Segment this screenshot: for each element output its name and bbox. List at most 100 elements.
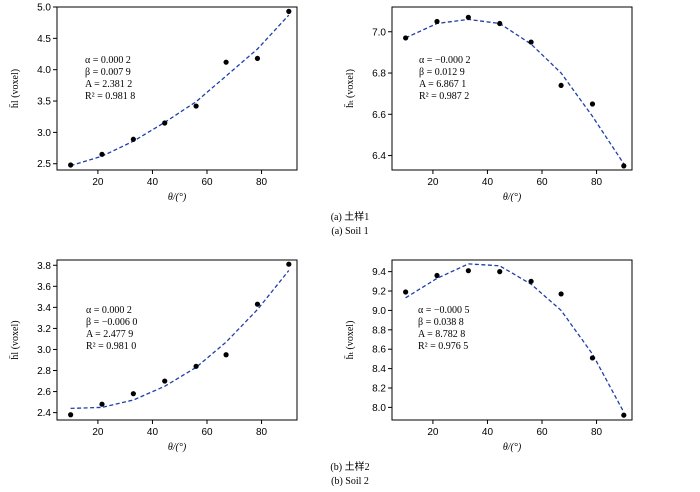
chart-2-annotation: α = −0.000 2 [419,55,471,66]
chart-1-x-tick-label: 80 [256,177,268,188]
chart-4: 20 40 60 80 8.0 8.2 8.4 8.6 8.8 9.0 9.2 9.4 θ/(°) h̄ₜ… [344,259,633,453]
chart-2-y-tick-label: 6.6 [372,110,386,121]
chart-4-x-tick-label: 40 [482,427,494,438]
chart-1-data-point [286,8,292,14]
chart-1-plot-frame [56,6,298,171]
chart-2-y-tick-label: 6.8 [372,69,386,80]
chart-1-data-point [68,162,74,168]
chart-4-y-tick-label: 9.2 [372,287,386,298]
chart-1-annotation: β = 0.007 9 [85,67,131,78]
chart-4-y-tick-label: 8.0 [372,403,386,414]
chart-2-y-axis-label: h̄ₜ (voxel) [344,69,356,108]
chart-3-y-axis-label: h̄l (voxel) [9,320,21,359]
chart-3-y-tick-label: 3.4 [37,303,51,314]
chart-1-annotation: α = 0.000 2 [85,55,131,66]
chart-4-plot-frame [391,259,633,421]
chart-4-y-tick-label: 8.2 [372,384,386,395]
chart-2-x-tick-label: 20 [427,177,439,188]
chart-1: 20 40 60 80 2.5 3.0 3.5 4.0 4.5 5.0 θ/(°) h̄l (voxe… [9,3,298,203]
chart-3-y-tick-label: 2.8 [37,366,51,377]
chart-4-data-point [528,278,534,284]
chart-4-y-tick-label: 8.8 [372,325,386,336]
chart-1-data-point [130,136,136,142]
chart-2-annotation: A = 6.867 1 [419,79,466,90]
chart-1-y-tick-label: 3.5 [37,97,51,108]
chart-4-x-tick-label: 20 [427,427,439,438]
chart-3-annotation: A = 2.477 9 [86,329,133,340]
chart-4-data-point [497,269,503,275]
chart-2-plot-frame [391,6,633,171]
chart-1-annotation: A = 2.381 2 [85,79,132,90]
chart-3-y-tick-label: 3.6 [37,282,51,293]
chart-1-annotation: R² = 0.981 8 [85,91,135,102]
chart-2-y-tick-label: 7.0 [372,27,386,38]
chart-3-y-tick-label: 3.0 [37,345,51,356]
chart-4-data-point [589,355,596,361]
chart-3-plot-frame [56,259,298,421]
chart-4-y-tick-label: 9.0 [372,306,386,317]
chart-2-data-point [558,82,564,89]
chart-2: 20 40 60 80 6.4 6.6 6.8 7.0 θ/(°) h̄ₜ (voxel) α = … [344,6,633,203]
chart-1-data-point [254,55,261,62]
chart-3-data-point [254,301,261,307]
chart-4-y-axis-label: h̄ₜ (voxel) [344,321,356,360]
chart-1-data-point [223,59,229,65]
chart-3-data-point [130,391,136,397]
chart-1-data-point [193,103,199,109]
chart-4-data-point [434,272,440,279]
chart-2-y-tick-label: 6.4 [372,151,386,162]
chart-3: 20 40 60 80 2.4 2.6 2.8 3.0 3.2 3.4 3.6 3.8 θ/(°) h̄l… [9,259,298,453]
chart-1-x-axis-label: θ/(°) [168,192,187,203]
chart-4-x-tick-label: 80 [591,427,603,438]
chart-1-x-tick-label: 40 [147,177,159,188]
chart-3-data-point [223,352,229,358]
chart-1-y-tick-label: 4.0 [37,65,51,76]
chart-1-fit-curve [70,14,290,167]
chart-1-y-tick-label: 5.0 [37,3,51,14]
chart-2-data-point [528,39,534,45]
chart-4-x-tick-label: 60 [536,427,548,438]
chart-4-data-point [403,289,409,295]
chart-2-x-tick-label: 60 [536,177,548,188]
chart-3-annotation: α = 0.000 2 [86,305,132,316]
chart-1-y-tick-label: 4.5 [37,34,51,45]
chart-1-data-point [99,151,105,157]
caption-a-en: (a) Soil 1 [331,226,369,237]
chart-2-annotation: β = 0.012 9 [419,67,465,78]
chart-2-data-point [403,35,409,41]
caption-b-en: (b) Soil 2 [331,476,369,487]
chart-2-fit-curve [405,18,625,165]
chart-4-annotation: A = 8.782 8 [418,329,465,340]
chart-1-x-tick-label: 20 [92,177,104,188]
chart-4-data-point [558,291,564,297]
chart-3-data-point [286,261,292,267]
chart-2-data-point [465,14,471,20]
chart-4-annotation: β = 0.038 8 [418,317,464,328]
chart-2-annotation: R² = 0.987 2 [419,91,469,102]
chart-3-data-point [68,412,74,418]
chart-1-x-tick-label: 60 [201,177,213,188]
chart-3-annotation: R² = 0.981 0 [86,341,136,352]
chart-3-fit-curve [70,270,290,410]
chart-2-data-point [589,101,596,107]
chart-4-fit-curve [405,263,625,413]
chart-3-x-tick-label: 60 [201,427,213,438]
chart-4-y-tick-label: 8.6 [372,345,386,356]
caption-b-cn: (b) 土样2 [330,462,370,473]
chart-4-data-point [465,268,471,274]
chart-3-y-tick-label: 3.8 [37,261,51,272]
chart-4-data-point [621,412,627,418]
chart-3-x-tick-label: 40 [147,427,159,438]
chart-4-annotation: α = −0.000 5 [418,305,470,316]
chart-2-data-point [621,163,627,169]
chart-3-data-point [193,363,199,369]
chart-3-y-tick-label: 2.4 [37,408,51,419]
chart-4-annotation: R² = 0.976 5 [418,341,468,352]
chart-3-data-point [162,378,168,384]
chart-3-x-tick-label: 80 [256,427,268,438]
chart-1-y-tick-label: 3.0 [37,128,51,139]
chart-2-data-point [497,20,503,27]
chart-2-x-tick-label: 40 [482,177,494,188]
chart-4-y-tick-label: 9.4 [372,267,386,278]
